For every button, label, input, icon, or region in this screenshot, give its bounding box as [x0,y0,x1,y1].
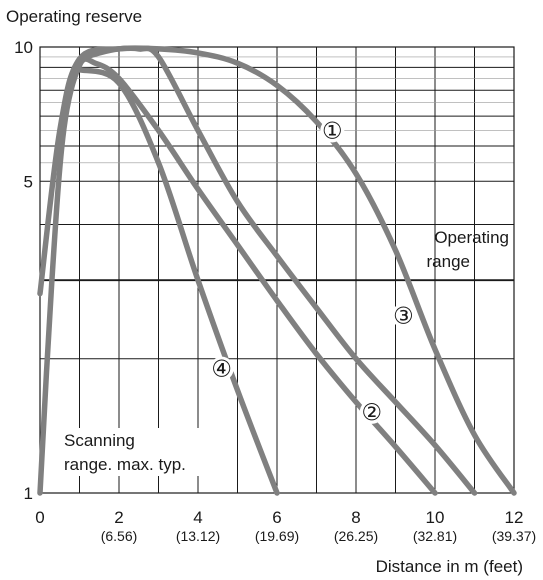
y-tick-label: 5 [24,172,33,191]
series-label-backdrop [391,303,416,328]
series-label-4: ④ [209,356,234,382]
annotation-line2: range. max. typ. [64,455,186,474]
operating-range-label-line2: range [427,252,470,271]
series-label-text: ② [361,399,382,425]
x-tick-label: 12 [505,508,524,527]
operating-range-line: Operating range [40,228,514,282]
series-label-1: ① [320,117,345,143]
x-tick-label: 6 [272,508,281,527]
series-label-backdrop [359,399,384,424]
series-label-text: ③ [393,303,414,329]
x-tick-label: 4 [193,508,202,527]
curve-3 [76,45,478,496]
series-label-2: ② [359,399,384,425]
x-tick-sublabel: (13.12) [176,528,220,544]
x-tick-label: 0 [35,508,44,527]
x-axis-title: Distance in m (feet) [376,557,523,576]
curves [37,45,517,496]
x-tick-sublabel: (26.25) [334,528,378,544]
x-tick-label: 2 [114,508,123,527]
series-label-3: ③ [391,303,416,329]
annotations: Scanning range. max. typ. [58,428,223,476]
x-tick-sublabel: (6.56) [101,528,138,544]
curve-2 [37,56,438,496]
annotation-line1: Scanning [64,431,135,450]
series-label-text: ① [322,117,343,143]
tick-labels: 0 2(6.56)4(13.12)6(19.69)8(26.25)10(32.81… [14,38,536,544]
x-tick-label: 8 [351,508,360,527]
curve-1 [37,45,517,496]
series-label-backdrop [209,356,234,381]
x-tick-sublabel: (32.81) [413,528,457,544]
curve-4 [76,66,280,496]
x-tick-sublabel: (19.69) [255,528,299,544]
x-tick-label: 10 [426,508,445,527]
series-label-text: ④ [211,356,232,382]
annotation-backdrop [58,428,223,476]
y-axis-title: Operating reserve [6,7,142,26]
series-labels: ① ② ③ ④ [209,117,416,425]
operating-range-label-line1: Operating [434,228,509,247]
x-tick-sublabel: (39.37) [492,528,536,544]
series-label-backdrop [320,118,345,143]
y-tick-label: 1 [24,484,33,503]
y-tick-label: 10 [14,38,33,57]
